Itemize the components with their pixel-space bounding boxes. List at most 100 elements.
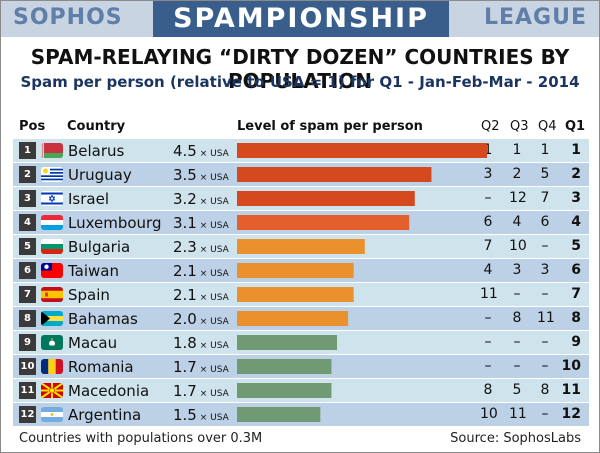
country-name: Macedonia [68,382,150,400]
rank-badge: 2 [19,166,36,183]
country-name: Bahamas [68,310,138,328]
rank-badge: 6 [19,262,36,279]
country-name: Spain [68,286,110,304]
flag-argentina-icon [41,407,63,422]
flag-belarus-icon [41,143,63,158]
bar-israel [237,191,415,206]
rank-badge: 10 [19,358,36,375]
rank-q1: 1 [571,142,581,158]
country-name: Belarus [68,142,125,160]
bar-macau [237,335,337,350]
bar-uruguay [237,167,432,182]
country-name: Taiwan [68,262,120,280]
value-unit: × USA [196,173,229,183]
value-number: 1.8 [173,334,197,352]
rank-badge: 8 [19,310,36,327]
country-name: Israel [68,190,109,208]
value-label: 1.5 × USA [173,406,229,424]
bar-argentina [237,407,321,422]
flag-spain-icon [41,287,63,302]
rank-q1: 8 [571,310,581,326]
value-label: 1.8 × USA [173,334,229,352]
rank-q4: 8 [540,382,550,398]
chart-title: SPAM-RELAYING “DIRTY DOZEN” COUNTRIES BY… [30,45,570,93]
value-unit: × USA [196,293,229,303]
rank-q2: – [484,310,492,326]
header-q1: Q1 [565,119,586,134]
rank-q4: 1 [540,142,550,158]
value-unit: × USA [196,221,229,231]
value-unit: × USA [196,317,229,327]
value-number: 3.1 [173,214,197,232]
header-q4: Q4 [538,119,557,134]
rank-q3: – [513,358,521,374]
rank-q3: 10 [509,238,527,254]
rank-badge: 1 [19,142,36,159]
flag-bahamas-icon [41,311,63,326]
value-number: 2.0 [173,310,197,328]
rank-q4: 7 [540,190,550,206]
rank-q4: 5 [540,166,550,182]
rank-q3: – [513,286,521,302]
rank-q2: – [484,358,492,374]
rank-q4: – [541,334,549,350]
header-pos: Pos [19,119,46,134]
rank-badge: 5 [19,238,36,255]
rank-q3: 2 [512,166,522,182]
value-unit: × USA [196,365,229,375]
value-unit: × USA [196,341,229,351]
rank-q2: 6 [483,214,493,230]
bar-spain [237,287,354,302]
country-name: Argentina [68,406,142,424]
value-label: 3.5 × USA [173,166,229,184]
flag-bulgaria-icon [41,239,63,254]
flag-uruguay-icon [41,167,63,182]
rank-badge: 11 [19,382,36,399]
rank-badge: 7 [19,286,36,303]
rank-q2: 1 [483,142,493,158]
flag-macau-icon [41,335,63,350]
value-number: 1.5 [173,406,197,424]
bar-luxembourg [237,215,410,230]
rank-q2: – [484,334,492,350]
rank-q3: 3 [512,262,522,278]
value-number: 4.5 [173,142,197,160]
bar-belarus [237,143,487,158]
rank-q3: 8 [512,310,522,326]
footer-note: Countries with populations over 0.3M [19,431,263,446]
value-unit: × USA [196,149,229,159]
rank-badge: 3 [19,190,36,207]
rank-q1: 11 [561,382,581,398]
header-q2: Q2 [481,119,500,134]
rank-q4: – [541,358,549,374]
value-label: 3.1 × USA [173,214,229,232]
country-name: Uruguay [68,166,132,184]
value-number: 2.1 [173,262,197,280]
value-number: 2.1 [173,286,197,304]
value-label: 2.1 × USA [173,262,229,280]
rank-q1: 2 [571,166,581,182]
rank-q2: 7 [483,238,493,254]
rank-q1: 7 [571,286,581,302]
rank-q2: 4 [483,262,493,278]
value-label: 2.0 × USA [173,310,229,328]
flag-taiwan-icon [41,263,63,278]
value-label: 2.1 × USA [173,286,229,304]
value-number: 3.5 [173,166,197,184]
value-unit: × USA [196,197,229,207]
rank-q1: 10 [561,358,581,374]
value-label: 2.3 × USA [173,238,229,256]
rank-q2: 8 [483,382,493,398]
rank-q2: – [484,190,492,206]
value-number: 2.3 [173,238,197,256]
country-name: Macau [68,334,118,352]
rank-q1: 4 [571,214,581,230]
rank-q4: – [541,406,549,422]
value-number: 1.7 [173,358,197,376]
rank-q1: 6 [571,262,581,278]
flag-luxembourg-icon [41,215,63,230]
bar-romania [237,359,332,374]
rank-q4: – [541,286,549,302]
